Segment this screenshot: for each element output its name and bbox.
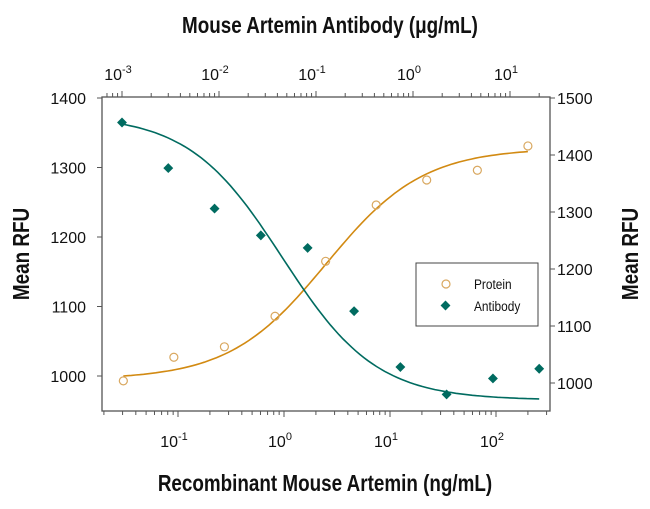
- legend-protein-label: Protein: [474, 276, 512, 292]
- top-tick-label: 101: [494, 64, 518, 84]
- top-tick-label: 10-1: [298, 64, 326, 84]
- antibody-fit-curve: [121, 123, 540, 400]
- protein-data-point: [169, 352, 179, 362]
- right-tick-label: 1200: [557, 262, 593, 279]
- left-tick-label: 1000: [50, 369, 86, 386]
- protein-fit-curve: [123, 150, 528, 377]
- top-tick-label: 10-3: [104, 64, 132, 84]
- protein-data-point: [118, 376, 128, 386]
- antibody-data-point: [487, 373, 498, 384]
- protein-data-point: [422, 175, 432, 185]
- right-axis-title: Mean RFU: [618, 208, 643, 300]
- bottom-tick-label: 101: [374, 431, 398, 451]
- right-tick-label: 1400: [557, 148, 593, 165]
- antibody-data-point: [255, 230, 266, 241]
- protein-data-point: [523, 141, 533, 151]
- bottom-tick-label: 102: [480, 431, 504, 451]
- antibody-data-point: [395, 362, 406, 372]
- left-axis-title: Mean RFU: [9, 208, 34, 300]
- top-axis-title: Mouse Artemin Antibody (μg/mL): [182, 13, 478, 38]
- legend: Protein Antibody: [415, 262, 539, 327]
- legend-antibody-label: Antibody: [474, 298, 521, 314]
- protein-data-point: [371, 200, 381, 210]
- bottom-axis-title: Recombinant Mouse Artemin (ng/mL): [158, 471, 492, 496]
- left-tick-label: 1400: [50, 91, 86, 108]
- right-tick-label: 1100: [557, 319, 592, 336]
- protein-data-point: [321, 256, 331, 266]
- legend-box: [415, 262, 539, 327]
- legend-protein-marker: [441, 279, 451, 289]
- antibody-data-point: [209, 203, 220, 214]
- antibody-data-point: [441, 389, 452, 400]
- antibody-data-point: [349, 306, 360, 317]
- antibody-data-point: [163, 163, 174, 174]
- protein-data-point: [270, 311, 280, 321]
- antibody-data-point: [117, 117, 127, 128]
- plot-frame: [101, 96, 551, 412]
- top-tick-label: 100: [397, 64, 421, 84]
- right-tick-label: 1500: [557, 91, 593, 108]
- legend-antibody-marker: [440, 300, 451, 311]
- left-tick-label: 1200: [50, 230, 86, 247]
- right-tick-label: 1300: [557, 205, 593, 222]
- left-tick-label: 1300: [50, 161, 86, 178]
- protein-data-point: [472, 165, 482, 175]
- left-tick-label: 1100: [52, 300, 87, 317]
- protein-data-point: [219, 342, 230, 352]
- right-tick-label: 1000: [557, 376, 593, 393]
- top-tick-label: 10-2: [201, 64, 229, 84]
- bottom-tick-label: 10-1: [160, 431, 188, 451]
- bottom-tick-label: 100: [268, 431, 292, 451]
- antibody-data-point: [302, 242, 313, 253]
- antibody-data-point: [534, 363, 545, 374]
